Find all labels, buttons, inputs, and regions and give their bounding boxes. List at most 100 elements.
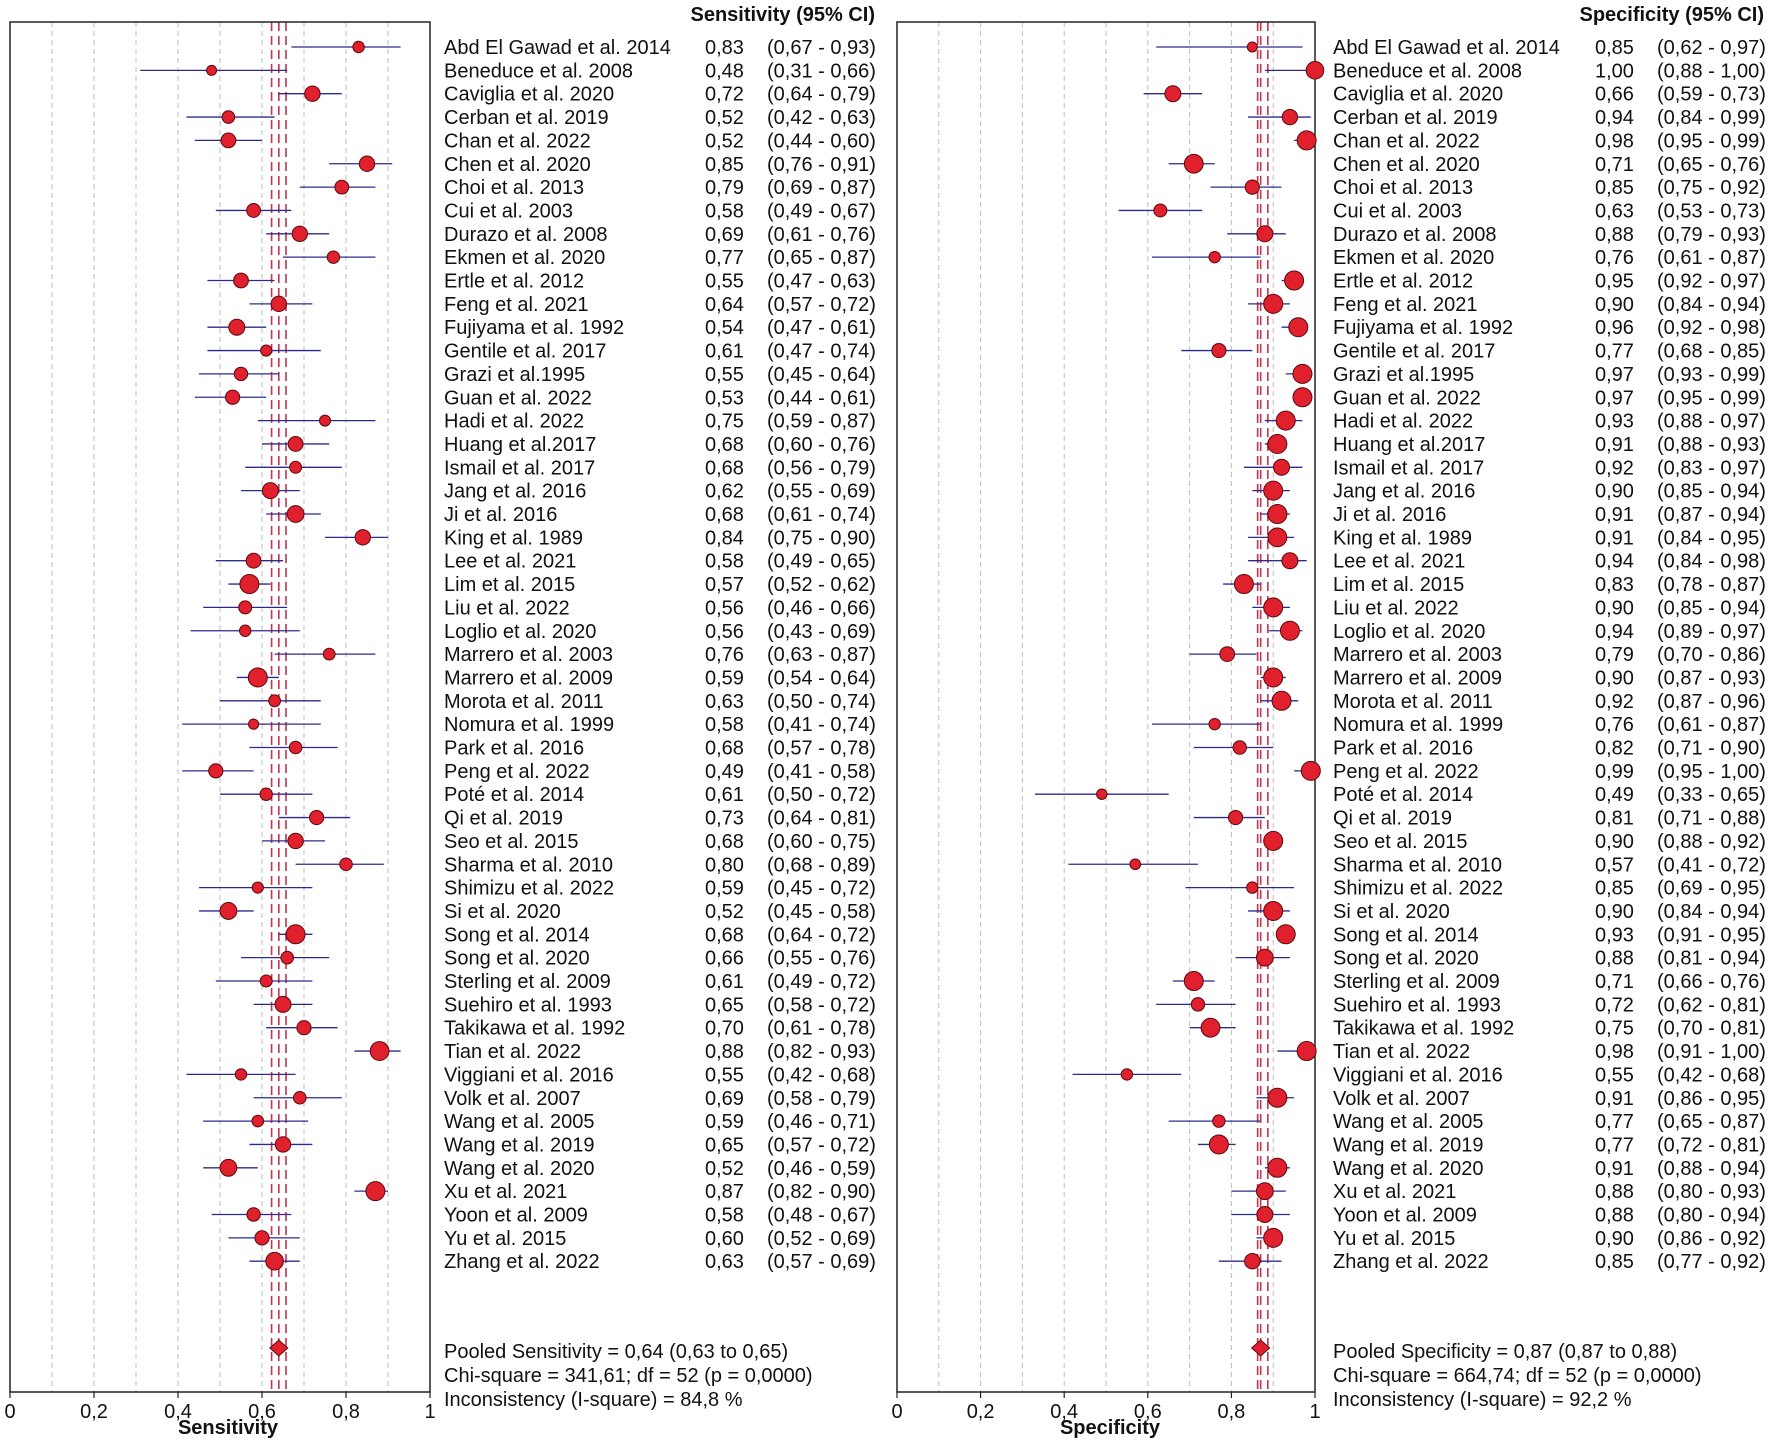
study-point bbox=[251, 881, 264, 894]
study-ci: (0,62 - 0,97) bbox=[1657, 37, 1766, 59]
study-estimate: 0,76 bbox=[1595, 714, 1634, 736]
study-name: Morota et al. 2011 bbox=[1333, 691, 1493, 713]
study-point bbox=[234, 1068, 248, 1081]
study-point bbox=[261, 482, 279, 500]
study-name: Fujiyama et al. 1992 bbox=[1333, 317, 1513, 339]
study-name: Tian et al. 2022 bbox=[444, 1041, 581, 1063]
study-row: Beneduce et al. 2008 0,48 (0,31 - 0,66) bbox=[140, 60, 876, 82]
study-name: Nomura et al. 1999 bbox=[1333, 714, 1503, 736]
study-point bbox=[1096, 788, 1108, 800]
study-name: Nomura et al. 1999 bbox=[444, 714, 614, 736]
study-name: Fujiyama et al. 1992 bbox=[444, 317, 624, 339]
study-name: Lim et al. 2015 bbox=[1333, 574, 1464, 596]
study-ci: (0,57 - 0,78) bbox=[767, 738, 876, 760]
study-name: Durazo et al. 2008 bbox=[444, 224, 607, 246]
study-row: Cerban et al. 2019 0,94 (0,84 - 0,99) bbox=[1248, 107, 1766, 129]
study-row: Ertle et al. 2012 0,95 (0,92 - 0,97) bbox=[1281, 270, 1766, 293]
study-ci: (0,84 - 0,95) bbox=[1657, 527, 1766, 549]
study-row: Liu et al. 2022 0,90 (0,85 - 0,94) bbox=[1252, 597, 1766, 619]
study-point bbox=[228, 318, 246, 336]
study-estimate: 0,69 bbox=[705, 224, 744, 246]
study-estimate: 0,90 bbox=[1595, 1228, 1634, 1250]
study-name: Marrero et al. 2009 bbox=[444, 667, 613, 689]
study-estimate: 0,59 bbox=[705, 667, 744, 689]
study-ci: (0,88 - 0,97) bbox=[1657, 411, 1766, 433]
study-name: Wang et al. 2020 bbox=[444, 1158, 594, 1180]
study-point bbox=[225, 389, 241, 405]
study-ci: (0,80 - 0,93) bbox=[1657, 1181, 1766, 1203]
study-estimate: 0,85 bbox=[1595, 878, 1634, 900]
study-point bbox=[1190, 997, 1206, 1012]
study-row: Morota et al. 2011 0,63 (0,50 - 0,74) bbox=[220, 691, 876, 713]
study-name: Caviglia et al. 2020 bbox=[444, 84, 614, 106]
study-row: Xu et al. 2021 0,88 (0,80 - 0,93) bbox=[1231, 1181, 1766, 1203]
study-estimate: 0,68 bbox=[705, 434, 744, 456]
study-row: Chen et al. 2020 0,85 (0,76 - 0,91) bbox=[329, 154, 876, 176]
study-ci: (0,67 - 0,93) bbox=[767, 37, 876, 59]
study-point bbox=[265, 1251, 284, 1271]
study-ci: (0,47 - 0,63) bbox=[767, 271, 876, 293]
study-point bbox=[1129, 858, 1142, 871]
study-estimate: 0,66 bbox=[1595, 84, 1634, 106]
study-estimate: 0,90 bbox=[1595, 667, 1634, 689]
study-row: Takikawa et al. 1992 0,70 (0,61 - 0,78) bbox=[266, 1018, 876, 1040]
study-ci: (0,86 - 0,95) bbox=[1657, 1088, 1766, 1110]
study-name: Jang et al. 2016 bbox=[1333, 481, 1475, 503]
study-row: Feng et al. 2021 0,90 (0,84 - 0,94) bbox=[1248, 293, 1766, 316]
study-point bbox=[246, 1207, 261, 1222]
study-estimate: 0,85 bbox=[1595, 177, 1634, 199]
study-estimate: 0,96 bbox=[1595, 317, 1634, 339]
study-estimate: 0,65 bbox=[705, 1134, 744, 1156]
study-row: Yu et al. 2015 0,90 (0,86 - 0,92) bbox=[1256, 1227, 1766, 1250]
forest-panel-specificity: Specificity (95% CI) Abd El Gawad et al. … bbox=[891, 4, 1766, 1439]
study-estimate: 0,77 bbox=[1595, 1134, 1634, 1156]
study-row: Lim et al. 2015 0,83 (0,78 - 0,87) bbox=[1223, 574, 1766, 596]
study-name: Yoon et al. 2009 bbox=[1333, 1205, 1477, 1227]
study-name: Jang et al. 2016 bbox=[444, 481, 586, 503]
study-point bbox=[1275, 924, 1296, 945]
study-ci: (0,43 - 0,69) bbox=[767, 621, 876, 643]
study-name: Beneduce et al. 2008 bbox=[444, 60, 633, 82]
study-estimate: 0,61 bbox=[705, 341, 744, 363]
study-row: Yoon et al. 2009 0,88 (0,80 - 0,94) bbox=[1231, 1205, 1766, 1227]
study-estimate: 0,88 bbox=[1595, 224, 1634, 246]
study-ci: (0,54 - 0,64) bbox=[767, 667, 876, 689]
study-row: Suehiro et al. 1993 0,72 (0,62 - 0,81) bbox=[1156, 994, 1766, 1016]
study-point bbox=[1244, 179, 1260, 195]
study-estimate: 0,68 bbox=[705, 738, 744, 760]
study-name: Seo et al. 2015 bbox=[1333, 831, 1468, 853]
study-row: Volk et al. 2007 0,91 (0,86 - 0,95) bbox=[1256, 1087, 1766, 1110]
study-point bbox=[293, 1090, 307, 1105]
study-row: Song et al. 2020 0,66 (0,55 - 0,76) bbox=[241, 948, 876, 970]
study-point bbox=[1263, 830, 1284, 851]
study-row: Poté et al. 2014 0,49 (0,33 - 0,65) bbox=[1034, 784, 1766, 806]
study-point bbox=[268, 694, 282, 708]
study-ci: (0,84 - 0,98) bbox=[1657, 551, 1766, 573]
study-name: Peng et al. 2022 bbox=[1333, 761, 1479, 783]
study-ci: (0,68 - 0,89) bbox=[767, 854, 876, 876]
study-name: Choi et al. 2013 bbox=[444, 177, 584, 199]
study-point bbox=[1267, 1157, 1288, 1178]
study-estimate: 0,68 bbox=[705, 457, 744, 479]
study-row: Jang et al. 2016 0,62 (0,55 - 0,69) bbox=[241, 481, 876, 503]
study-row: Yoon et al. 2009 0,58 (0,48 - 0,67) bbox=[211, 1205, 876, 1227]
study-point bbox=[1219, 646, 1236, 662]
study-name: Wang et al. 2019 bbox=[1333, 1134, 1483, 1156]
study-estimate: 0,90 bbox=[1595, 901, 1634, 923]
study-point bbox=[1164, 85, 1182, 103]
study-name: Ismail et al. 2017 bbox=[1333, 457, 1484, 479]
study-ci: (0,89 - 0,97) bbox=[1657, 621, 1766, 643]
study-point bbox=[1292, 363, 1313, 384]
study-ci: (0,81 - 0,94) bbox=[1657, 948, 1766, 970]
study-point bbox=[354, 529, 371, 546]
x-tick-label: 0,8 bbox=[332, 1401, 360, 1423]
study-row: Song et al. 2014 0,93 (0,91 - 0,95) bbox=[1275, 924, 1766, 946]
study-estimate: 0,80 bbox=[705, 854, 744, 876]
study-row: Ertle et al. 2012 0,55 (0,47 - 0,63) bbox=[207, 271, 876, 293]
study-row: Qi et al. 2019 0,73 (0,64 - 0,81) bbox=[278, 808, 876, 830]
study-estimate: 0,91 bbox=[1595, 504, 1634, 526]
study-ci: (0,52 - 0,62) bbox=[767, 574, 876, 596]
study-point bbox=[274, 1136, 292, 1153]
study-name: Lee et al. 2021 bbox=[444, 551, 576, 573]
study-row: Wang et al. 2020 0,91 (0,88 - 0,94) bbox=[1264, 1157, 1766, 1180]
